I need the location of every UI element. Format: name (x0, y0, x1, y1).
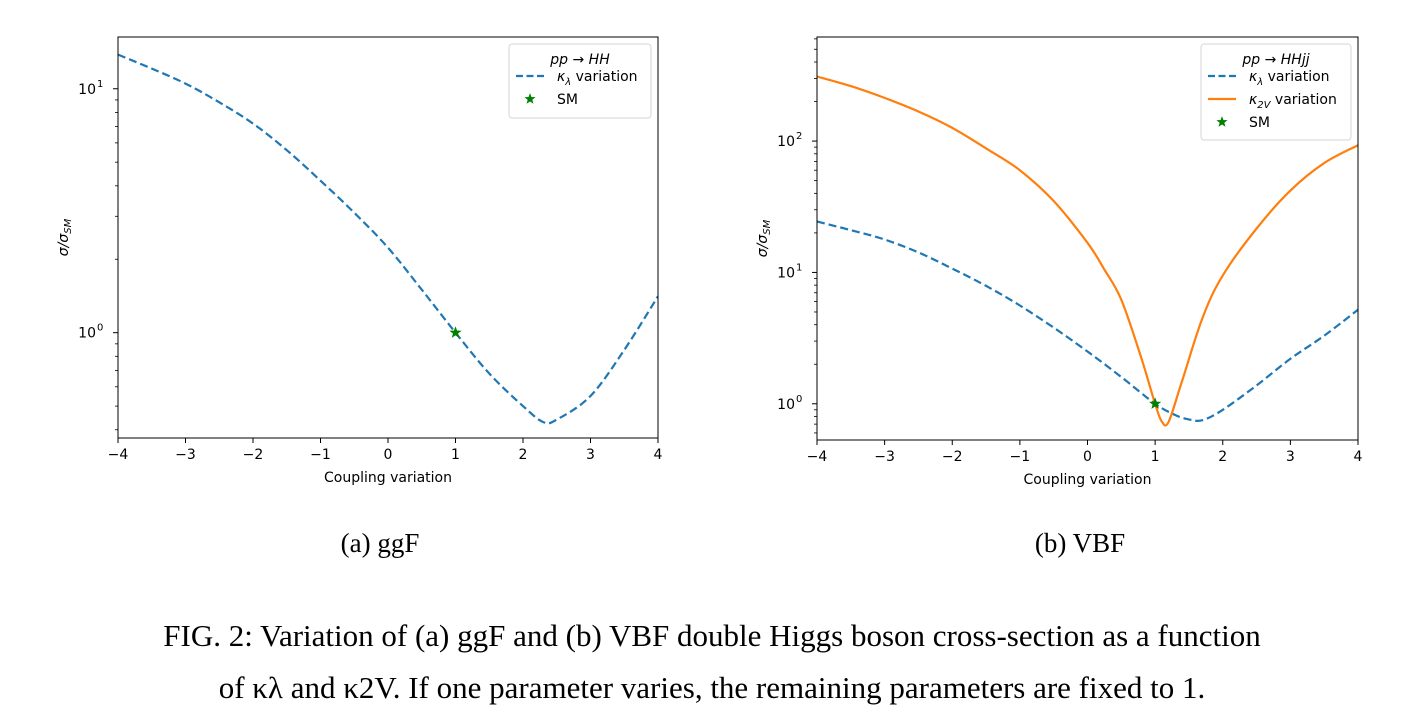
x-tick-label: −2 (942, 449, 963, 465)
sm-marker (449, 326, 462, 338)
series-group (817, 75, 1358, 427)
subcaption-b: (b) VBF (1034, 528, 1126, 558)
x-tick-label: 2 (519, 447, 528, 463)
y-tick-label: 10 (777, 397, 795, 413)
x-tick-label: 4 (1354, 449, 1363, 465)
x-tick-label: −3 (874, 449, 895, 465)
legend-title: pp → HH (549, 52, 610, 68)
x-tick-label: −2 (243, 447, 264, 463)
legend-star-icon (524, 93, 536, 104)
x-tick-label: −4 (807, 449, 828, 465)
legend-box (508, 43, 652, 119)
figure-caption-line1: FIG. 2: Variation of (a) ggF and (b) VBF… (163, 618, 1261, 653)
legend-box (1200, 43, 1352, 141)
y-tick-label: 10 (777, 265, 795, 281)
y-tick-exponent: 0 (97, 323, 103, 334)
legend-entry-label: κλ variation (1249, 69, 1330, 88)
y-tick-exponent: 1 (97, 79, 103, 90)
x-tick-label: −4 (108, 447, 129, 463)
axes-frame (816, 36, 1359, 441)
x-tick-label: 0 (384, 447, 393, 463)
y-axis-label: σ/σSM (755, 219, 773, 257)
subcaption-a: (a) ggF (340, 528, 420, 558)
x-axis-label: Coupling variation (324, 470, 452, 486)
legend-title: pp → HHjj (1241, 52, 1309, 68)
y-tick-label: 10 (78, 326, 96, 342)
x-tick-label: −1 (1010, 449, 1031, 465)
figure-caption-line2: of κλ and κ2V. If one parameter varies, … (218, 670, 1206, 705)
legend-entry-label: κ2V variation (1249, 92, 1337, 111)
x-axis-label: Coupling variation (1024, 472, 1152, 488)
y-tick-label: 10 (777, 134, 795, 150)
kappa-lambda-line (817, 220, 1358, 422)
y-tick-exponent: 1 (796, 262, 802, 273)
legend-entry-label: SM (1249, 115, 1270, 131)
x-tick-label: 1 (451, 447, 460, 463)
kappa-lambda-line (118, 53, 658, 425)
x-tick-label: 3 (1286, 449, 1295, 465)
y-axis-label: σ/σSM (56, 218, 74, 256)
y-tick-exponent: 2 (796, 131, 802, 142)
legend-entry-label: κλ variation (557, 69, 638, 88)
axes-frame (117, 36, 659, 439)
x-tick-label: 3 (586, 447, 595, 463)
y-tick-label: 10 (78, 82, 96, 98)
x-tick-label: 1 (1151, 449, 1160, 465)
x-tick-label: 2 (1218, 449, 1227, 465)
kappa-2v-line (817, 75, 1358, 427)
legend-star-icon (1216, 116, 1228, 127)
x-tick-label: 0 (1083, 449, 1092, 465)
sm-marker (1149, 397, 1162, 409)
x-tick-label: −3 (175, 447, 196, 463)
y-tick-exponent: 0 (796, 394, 802, 405)
legend-entry-label: SM (557, 92, 578, 108)
x-tick-label: −1 (310, 447, 331, 463)
x-tick-label: 4 (654, 447, 663, 463)
series-group (118, 53, 658, 425)
